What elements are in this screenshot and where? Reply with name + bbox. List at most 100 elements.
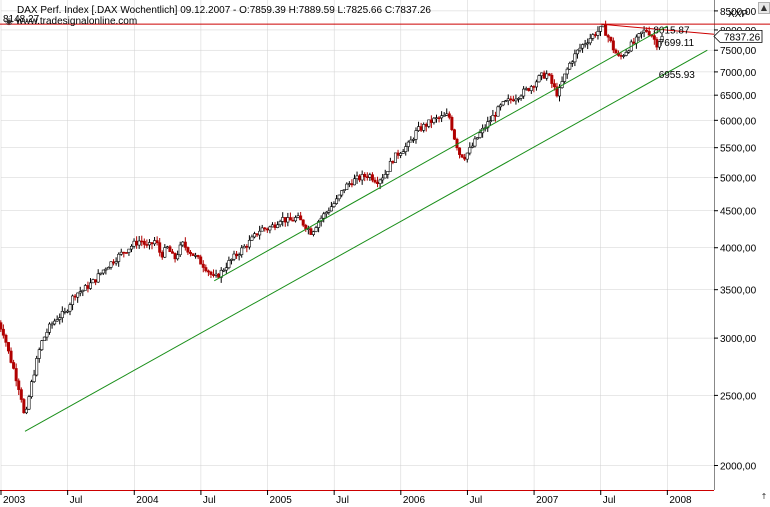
globe-icon: ◉: [5, 16, 13, 26]
x-tick-label-8: 2007: [536, 495, 559, 506]
candle-body-96: [242, 245, 246, 249]
candle-body-236: [601, 24, 605, 28]
candle-body-35: [86, 285, 90, 289]
candle-body-226: [575, 49, 579, 55]
candle-body-20: [47, 323, 51, 333]
candle-body-167: [424, 124, 428, 127]
candle-body-222: [565, 68, 569, 75]
candle-body-81: [204, 267, 208, 272]
candle-body-54: [135, 240, 139, 246]
candle-body-199: [506, 98, 510, 102]
candle-body-94: [237, 254, 241, 257]
candle-body-160: [406, 141, 410, 147]
candle-body-9: [19, 389, 23, 400]
candle-body-144: [365, 176, 369, 178]
candle-body-103: [260, 227, 264, 232]
candle-body-4: [6, 342, 10, 352]
candle-body-143: [363, 173, 367, 177]
candle-body-206: [524, 88, 528, 90]
candle-body-62: [155, 240, 159, 243]
candle-body-138: [350, 183, 354, 186]
candle-body-61: [153, 240, 157, 245]
candle-body-163: [414, 130, 418, 140]
candle-body-224: [570, 61, 574, 64]
scroll-down-icon[interactable]: ↑: [758, 492, 770, 504]
scroll-up-icon[interactable]: ▲: [758, 2, 770, 14]
x-tick-label-2: 2004: [136, 495, 159, 506]
chart-header: DAX Perf. Index [.DAX Wochentlich] 09.12…: [5, 5, 748, 27]
candle-body-164: [417, 126, 421, 131]
candle-body-136: [345, 183, 349, 190]
trendline-label-1: 7699.11: [659, 38, 695, 49]
candle-body-135: [342, 189, 346, 191]
candle-body-114: [288, 217, 292, 221]
candle-body-133: [337, 194, 341, 200]
candle-body-177: [450, 117, 454, 130]
candle-body-56: [140, 240, 144, 243]
y-axis: 8500,008000,007500,007000,006500,006000,…: [713, 7, 763, 473]
candle-body-12: [27, 396, 31, 410]
candle-body-134: [340, 190, 344, 196]
candle-body-230: [586, 42, 590, 45]
y-tick-label-11: 3000,00: [720, 334, 757, 345]
candle-body-82: [206, 270, 210, 273]
candle-body-11: [24, 408, 28, 414]
candle-body-109: [276, 224, 280, 228]
candle-body-47: [117, 253, 121, 262]
candle-body-159: [404, 146, 408, 152]
candle-body-58: [145, 244, 149, 246]
candle-body-24: [58, 317, 62, 320]
candle-body-91: [229, 258, 233, 261]
trendline-2: [24, 49, 708, 432]
candle-body-171: [434, 117, 438, 120]
candle-body-219: [558, 87, 562, 97]
candle-body-124: [314, 227, 318, 232]
candle-body-113: [286, 217, 290, 223]
candle-body-202: [514, 98, 518, 102]
candle-body-71: [178, 244, 182, 256]
candle-body-235: [599, 26, 603, 32]
candle-body-132: [335, 198, 339, 204]
candle-body-105: [265, 228, 269, 231]
candle-body-123: [311, 231, 315, 235]
candle-body-173: [440, 115, 444, 119]
candle-body-158: [401, 151, 405, 154]
candle-body-115: [291, 219, 295, 222]
candle-body-64: [160, 252, 164, 258]
candle-body-22: [53, 320, 57, 325]
candle-body-37: [91, 279, 95, 284]
x-tick-label-9: Jul: [603, 495, 616, 506]
candle-body-198: [504, 100, 508, 103]
y-tick-label-7: 5000,00: [720, 174, 757, 185]
candle-body-89: [224, 267, 228, 271]
candle-body-228: [581, 44, 585, 49]
candle-body-39: [96, 273, 100, 283]
candle-body-196: [499, 104, 503, 108]
y-tick-label-13: 2000,00: [720, 462, 757, 473]
candle-body-29: [71, 295, 75, 305]
candle-body-99: [250, 236, 254, 241]
candle-body-98: [247, 239, 251, 248]
y-tick-label-6: 5500,00: [720, 144, 757, 155]
candle-body-195: [496, 106, 500, 117]
candle-body-153: [388, 161, 392, 172]
candle-body-107: [270, 224, 274, 228]
y-tick-label-5: 6000,00: [720, 116, 757, 127]
y-tick-label-3: 7000,00: [720, 68, 757, 79]
candle-body-7: [14, 368, 18, 382]
candle-body-174: [442, 115, 446, 117]
candle-body-215: [547, 73, 551, 76]
candle-body-241: [614, 49, 618, 54]
candle-body-208: [529, 86, 533, 91]
candle-body-205: [522, 88, 526, 97]
candle-body-201: [511, 99, 515, 102]
candle-body-49: [122, 251, 126, 254]
candle-body-110: [278, 221, 282, 226]
candle-body-63: [158, 242, 162, 253]
candle-body-258: [657, 41, 661, 48]
candle-body-249: [634, 36, 638, 44]
candle-body-149: [378, 179, 382, 184]
trendlines: 8148.27 8015.87 7699.11 6955.93: [0, 14, 770, 432]
candle-body-13: [30, 381, 34, 397]
